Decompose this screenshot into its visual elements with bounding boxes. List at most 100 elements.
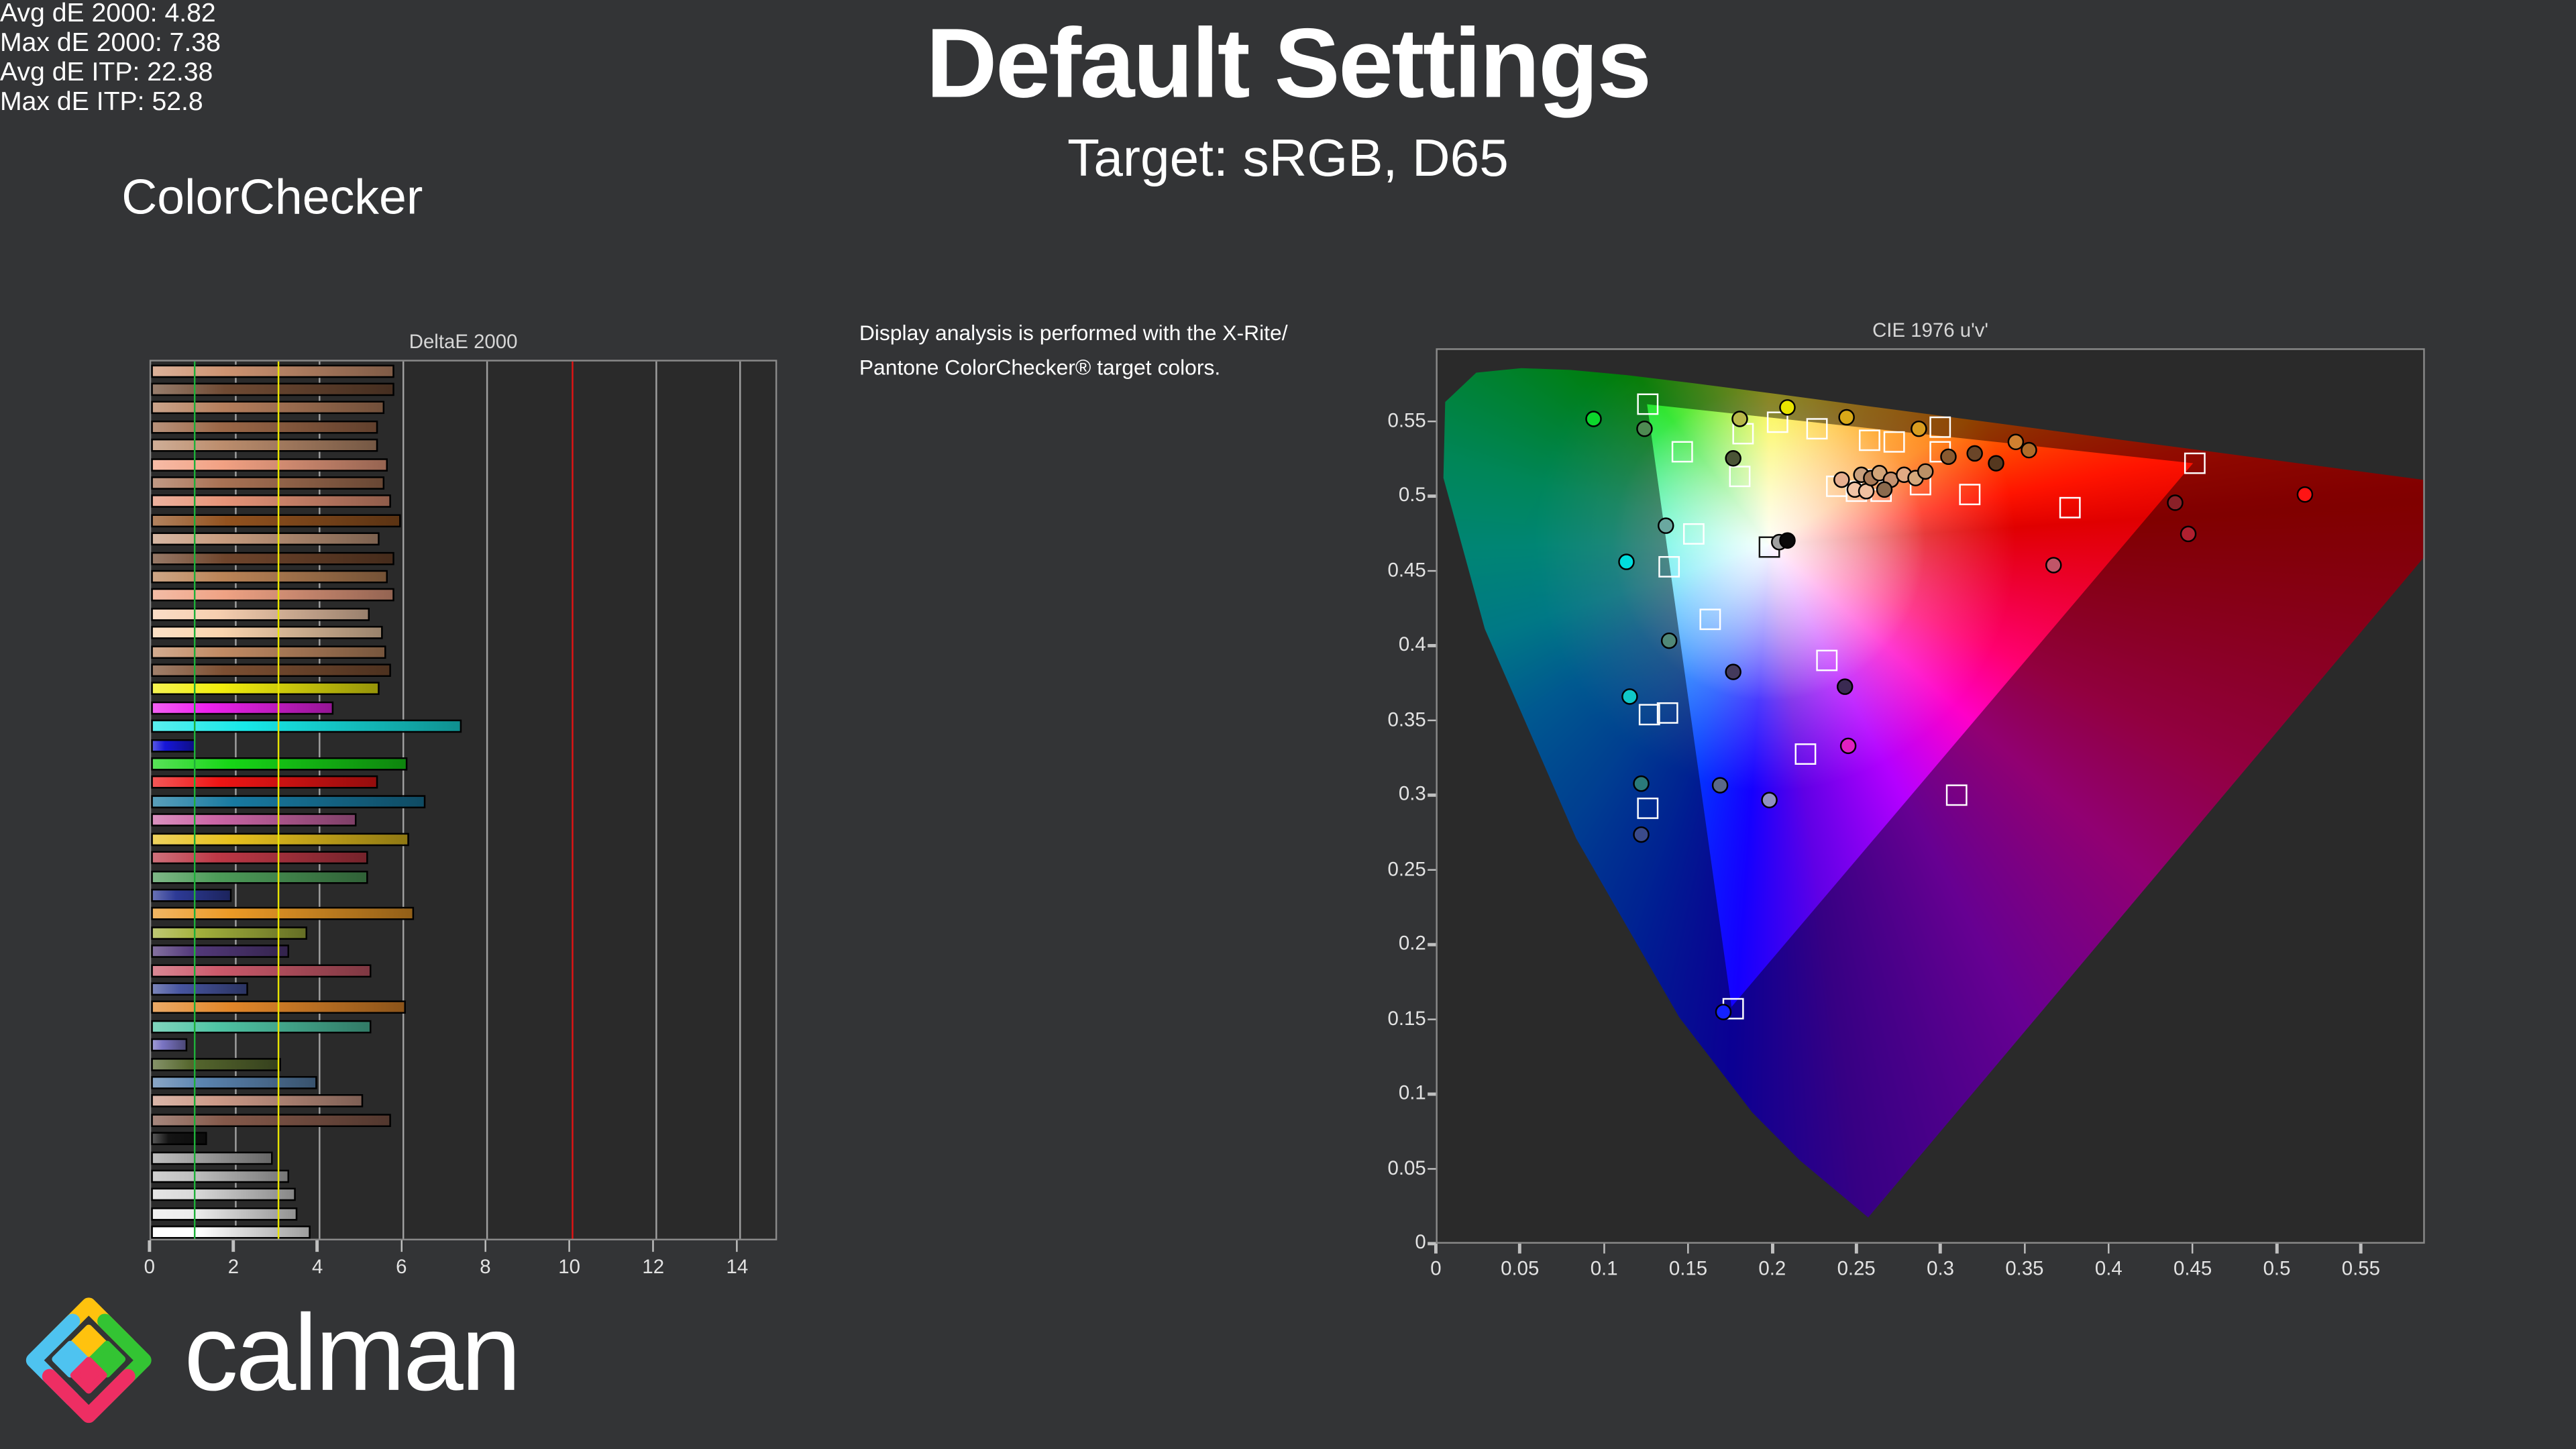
measured-point xyxy=(2179,525,2196,542)
measured-point xyxy=(1760,792,1778,808)
x-tick xyxy=(2107,1243,2110,1254)
logo-chevron-bottom xyxy=(42,1368,136,1424)
x-tick xyxy=(232,1240,235,1252)
x-tick-label: 0.4 xyxy=(2094,1256,2123,1280)
measured-point xyxy=(1632,775,1650,792)
measured-point xyxy=(1779,398,1796,415)
avg-deitp-stat: Avg dE ITP: 22.38 xyxy=(0,59,213,87)
deltae-chart-title: DeltaE 2000 xyxy=(409,330,518,354)
deltae-bar xyxy=(151,907,414,921)
y-tick xyxy=(1428,1242,1436,1245)
measured-point xyxy=(1876,480,1894,498)
x-tick xyxy=(2275,1243,2278,1254)
x-tick xyxy=(484,1240,487,1252)
y-tick-label: 0.3 xyxy=(1398,782,1426,806)
y-tick-label: 0.1 xyxy=(1398,1081,1426,1104)
deltae-bar xyxy=(151,663,390,678)
target-square xyxy=(1859,429,1881,451)
deltae-bar xyxy=(151,701,334,715)
deltae-bar xyxy=(151,551,395,565)
x-tick xyxy=(651,1240,655,1252)
target-square xyxy=(1958,484,1980,506)
deltae-bar xyxy=(151,1020,372,1033)
measured-point xyxy=(1715,1004,1732,1020)
deltae-plot-area xyxy=(149,360,777,1240)
x-tick xyxy=(316,1240,319,1252)
deltae-bar xyxy=(151,682,380,696)
measured-point xyxy=(1966,445,1982,462)
deltae-bar xyxy=(151,1094,364,1108)
x-tick xyxy=(1939,1243,1942,1254)
y-tick xyxy=(1428,644,1436,647)
target-square xyxy=(1658,555,1680,578)
deltae-bar xyxy=(151,588,395,602)
measured-point xyxy=(1731,410,1749,427)
deltae-bar xyxy=(151,776,378,790)
deltae-bar xyxy=(151,888,231,902)
deltae-bar xyxy=(151,963,372,977)
gridline xyxy=(486,361,489,1239)
x-tick-label: 0.3 xyxy=(1927,1256,1955,1280)
analysis-note-line1: Display analysis is performed with the X… xyxy=(859,320,1288,345)
target-square xyxy=(1672,441,1694,463)
y-tick xyxy=(1428,794,1436,797)
deltae-bar xyxy=(151,982,248,996)
y-tick xyxy=(1428,570,1436,573)
x-tick xyxy=(2359,1243,2363,1254)
measured-point xyxy=(1621,688,1638,705)
y-tick xyxy=(1428,868,1436,871)
measured-point xyxy=(1839,737,1856,755)
x-tick xyxy=(1855,1243,1858,1254)
y-tick-label: 0 xyxy=(1415,1230,1426,1254)
target-square xyxy=(1657,702,1679,724)
target-square xyxy=(1637,798,1659,820)
x-tick-label: 6 xyxy=(396,1255,407,1279)
measured-point xyxy=(1987,455,2004,472)
y-tick-label: 0.15 xyxy=(1387,1006,1426,1030)
deltae-bar xyxy=(151,1038,189,1052)
deltae-bar xyxy=(151,1075,317,1089)
measured-point xyxy=(1779,531,1796,548)
measured-point xyxy=(2021,441,2038,459)
y-tick xyxy=(1428,719,1436,722)
x-tick-label: 8 xyxy=(480,1255,491,1279)
deltae-bar xyxy=(151,945,290,959)
deltae2000-bar-chart: DeltaE 2000 0 2 4 6 8 10 12 14 xyxy=(144,330,777,1278)
target-square xyxy=(1637,392,1659,415)
page-title: Default Settings xyxy=(926,8,1652,119)
deltae-bar xyxy=(151,382,395,396)
x-tick xyxy=(148,1240,151,1252)
y-tick xyxy=(1428,1167,1436,1171)
target-square xyxy=(1884,431,1906,453)
y-tick xyxy=(1428,943,1436,947)
y-tick-label: 0.35 xyxy=(1387,707,1426,731)
deltae-bar xyxy=(151,439,378,452)
x-tick xyxy=(400,1240,403,1252)
avg-de2000-stat: Avg dE 2000: 4.82 xyxy=(0,0,216,28)
measured-point xyxy=(1833,472,1849,488)
deltae-bar xyxy=(151,533,380,546)
deltae-x-axis: 0 2 4 6 8 10 12 14 xyxy=(144,1240,777,1289)
target-square xyxy=(2184,453,2206,475)
deltae-bar xyxy=(151,739,196,752)
target-square xyxy=(1815,650,1837,672)
page-subtitle: Target: sRGB, D65 xyxy=(1067,128,1509,188)
deltae-bar xyxy=(151,364,395,378)
y-tick xyxy=(1428,420,1436,423)
deltae-bar xyxy=(151,795,427,808)
y-tick-label: 0.45 xyxy=(1387,557,1426,581)
max-deitp-stat: Max dE ITP: 52.8 xyxy=(0,89,203,117)
target-square xyxy=(1729,466,1752,488)
y-tick-label: 0.05 xyxy=(1387,1155,1426,1179)
measured-point xyxy=(1711,776,1729,794)
gridline xyxy=(655,361,657,1239)
max-de2000-stat: Max dE 2000: 7.38 xyxy=(0,30,221,58)
target-square xyxy=(1946,784,1968,806)
x-tick-label: 0.25 xyxy=(1837,1256,1876,1280)
calman-logo-mark xyxy=(25,1297,152,1424)
deltae-bar xyxy=(151,401,384,415)
deltae-bar xyxy=(151,514,401,527)
measured-point xyxy=(1836,678,1853,695)
cie-plot-area xyxy=(1436,348,2425,1244)
target-square xyxy=(1682,523,1704,545)
